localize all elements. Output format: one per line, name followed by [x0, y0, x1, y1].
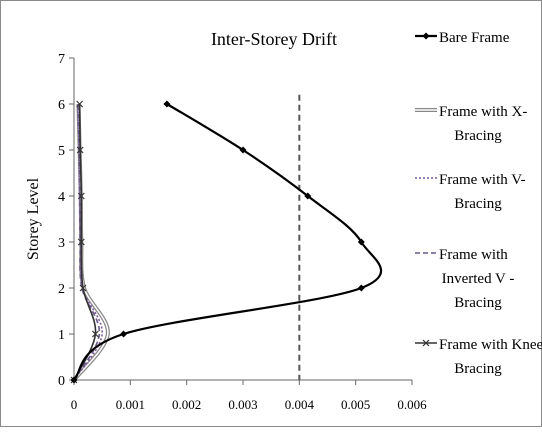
- data-point: [79, 284, 87, 292]
- axes: 0 1 2 3 4 5 6 7 0 0.001 0.002 0.003 0.004 0.005 0.006: [58, 52, 427, 412]
- data-point: [70, 376, 78, 384]
- x-tick-label: 0.002: [172, 397, 201, 412]
- data-point: [163, 100, 171, 108]
- x-tick-label: 0.004: [285, 397, 315, 412]
- chart-title: Inter-Storey Drift: [211, 29, 337, 49]
- data-point: [76, 146, 84, 154]
- data-point: [357, 284, 365, 292]
- data-point: [77, 238, 85, 246]
- data-point: [239, 146, 247, 154]
- legend-label: Frame with Knee: [439, 337, 542, 353]
- legend-label: Bracing: [454, 295, 502, 311]
- x-tick-label: 0.006: [397, 397, 427, 412]
- data-point: [304, 192, 312, 200]
- data-point: [77, 192, 85, 200]
- legend-label: Bracing: [454, 196, 502, 212]
- legend-label: Bare Frame: [439, 30, 510, 46]
- y-tick-label: 5: [58, 144, 65, 159]
- y-tick-label: 1: [58, 328, 65, 343]
- y-tick-label: 6: [58, 98, 65, 113]
- legend-label: Inverted V -: [442, 271, 515, 287]
- legend-marker: [422, 339, 430, 347]
- legend-marker: [422, 32, 430, 40]
- y-tick-label: 4: [58, 190, 65, 205]
- data-point: [76, 100, 84, 108]
- legend-label: Frame with X-: [439, 104, 527, 120]
- y-tick-label: 2: [58, 282, 65, 297]
- data-point: [91, 330, 99, 338]
- y-tick-label: 7: [58, 52, 65, 67]
- legend: Bare Frame Frame with X- Bracing Frame with…: [415, 30, 542, 377]
- legend-label: Bracing: [454, 128, 502, 144]
- legend-label: Frame with: [439, 247, 508, 263]
- y-tick-label: 0: [58, 374, 65, 389]
- y-axis-label: Storey Level: [25, 177, 42, 260]
- legend-label: Frame with V-: [439, 172, 526, 188]
- data-point: [120, 330, 128, 338]
- x-tick-label: 0.001: [116, 397, 145, 412]
- series-line: [73, 103, 101, 381]
- x-tick-label: 0: [71, 397, 78, 412]
- y-tick-label: 3: [58, 236, 65, 251]
- x-tick-label: 0.003: [228, 397, 257, 412]
- series-group: [70, 100, 383, 384]
- x-tick-label: 0.005: [341, 397, 370, 412]
- legend-label: Bracing: [454, 361, 502, 377]
- data-point: [357, 238, 365, 246]
